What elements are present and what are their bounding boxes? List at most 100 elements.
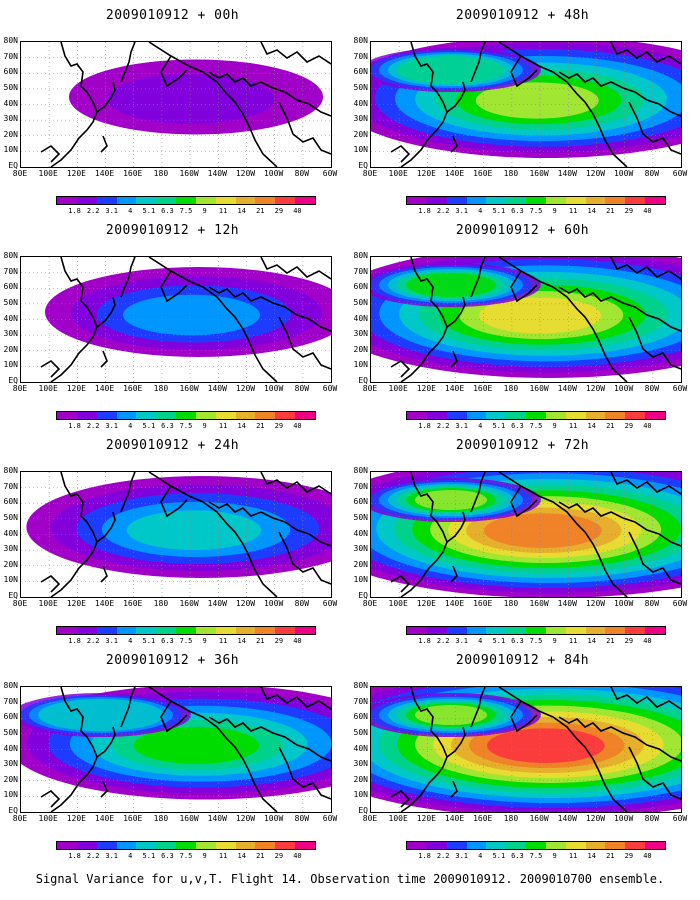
coastline — [610, 257, 681, 280]
latitude-label: 70N — [353, 51, 368, 61]
latitude-label: 40N — [353, 528, 368, 538]
colorbar-label: 40 — [643, 852, 652, 860]
colorbar-swatch — [466, 197, 487, 204]
colorbar-label: 40 — [293, 637, 302, 645]
colorbar-label: 14 — [237, 852, 246, 860]
contour-level — [123, 294, 260, 336]
panel-title: 2009010912 + 72h — [455, 438, 590, 453]
panel-title: 2009010912 + 12h — [105, 223, 240, 238]
longitude-label: 100W — [263, 169, 284, 178]
latitude-label: 60N — [353, 282, 368, 292]
longitude-label: 180 — [153, 814, 169, 823]
coastline — [96, 511, 116, 543]
colorbar-swatch — [57, 627, 77, 634]
panel-title: 2009010912 + 48h — [455, 8, 590, 23]
longitude-label: 100E — [38, 599, 58, 608]
colorbar-label: 21 — [256, 422, 265, 430]
coastline — [260, 42, 331, 65]
longitude-label: 60W — [322, 384, 338, 393]
longitude-label: 120E — [416, 814, 436, 823]
latitude-label: 60N — [3, 67, 18, 77]
longitude-label: 100W — [263, 384, 284, 393]
variance-map — [20, 41, 332, 168]
colorbar-label: 4 — [478, 207, 483, 215]
latitude-label: 20N — [3, 344, 18, 354]
longitude-label: 120E — [66, 599, 86, 608]
longitude-label: 160W — [179, 814, 199, 823]
colorbar-swatch — [545, 412, 566, 419]
coastline — [390, 144, 411, 163]
colorbar-swatch — [645, 197, 665, 204]
longitude-label: 120W — [585, 814, 606, 823]
latitude-label: 80N — [353, 251, 368, 260]
longitude-label: 180 — [503, 814, 519, 823]
contour-level — [484, 513, 602, 548]
panel-title: 2009010912 + 84h — [455, 653, 590, 668]
colorbar — [406, 411, 666, 420]
colorbar-swatch — [57, 412, 77, 419]
colorbar-swatch — [466, 842, 487, 849]
latitude-label: 50N — [353, 82, 368, 92]
latitude-label: 60N — [353, 497, 368, 507]
contour-level — [107, 74, 275, 124]
colorbar-label: 14 — [587, 207, 596, 215]
coastline — [50, 42, 98, 167]
latitude-label: 60N — [3, 282, 18, 292]
coastline — [278, 531, 331, 585]
contour-level — [397, 56, 505, 84]
colorbar-swatch — [57, 842, 77, 849]
colorbar-label: 6.3 — [161, 637, 174, 645]
longitude-label: 140E — [444, 169, 465, 178]
longitude-label: 60W — [322, 169, 338, 178]
coastline — [50, 687, 98, 812]
colorbar-label: 21 — [606, 422, 615, 430]
colorbar-label: 9 — [202, 422, 207, 430]
colorbar-label: 14 — [587, 637, 596, 645]
latitude-label: 50N — [3, 82, 18, 92]
colorbar-label: 6.3 — [161, 852, 174, 860]
map-panel: 2009010912 + 84h 80N 70N 60N 50N 40N 30N 20N 10N… — [350, 645, 695, 860]
colorbar-swatch — [116, 197, 137, 204]
longitude-label: 80W — [644, 814, 660, 823]
coastline — [96, 81, 116, 113]
colorbar-swatch — [156, 412, 177, 419]
map-panel: 2009010912 + 48h 80N 70N 60N 50N 40N 30N 20N 10N… — [350, 0, 695, 215]
longitude-label: 100W — [263, 599, 284, 608]
longitude-label: 120W — [235, 384, 256, 393]
colorbar-swatch — [176, 412, 196, 419]
colorbar-swatch — [176, 842, 196, 849]
coastline — [470, 257, 486, 298]
colorbar-label: 6.3 — [161, 422, 174, 430]
coastline — [96, 726, 116, 758]
contour-level — [406, 273, 496, 297]
colorbar-label: 1.8 — [418, 637, 431, 645]
longitude-label: 140E — [94, 814, 115, 823]
latitude-label: 10N — [3, 575, 18, 585]
colorbar-label: 14 — [237, 637, 246, 645]
colorbar-label: 4 — [128, 637, 133, 645]
coastline — [148, 472, 278, 597]
coastline — [40, 144, 61, 163]
colorbar-label: 7.5 — [179, 852, 193, 860]
colorbar-swatch — [585, 627, 606, 634]
colorbar-label: 40 — [293, 422, 302, 430]
latitude-label: 30N — [353, 329, 368, 339]
coastline — [470, 687, 486, 728]
colorbar-swatch — [506, 197, 527, 204]
coastline — [208, 501, 331, 547]
colorbar-swatch — [255, 842, 276, 849]
latitude-label: 30N — [353, 759, 368, 769]
colorbar-label: 21 — [606, 207, 615, 215]
colorbar-label: 14 — [587, 422, 596, 430]
coastline — [498, 472, 628, 597]
coastline — [446, 726, 466, 758]
coastline — [148, 42, 278, 167]
colorbar-swatch — [96, 842, 117, 849]
colorbar-label: 29 — [274, 852, 284, 860]
longitude-label: 120W — [585, 384, 606, 393]
colorbar-label: 1.8 — [418, 422, 431, 430]
longitude-label: 100W — [263, 814, 284, 823]
variance-field — [21, 257, 331, 382]
colorbar-swatch — [156, 627, 177, 634]
longitude-label: 100E — [388, 384, 408, 393]
